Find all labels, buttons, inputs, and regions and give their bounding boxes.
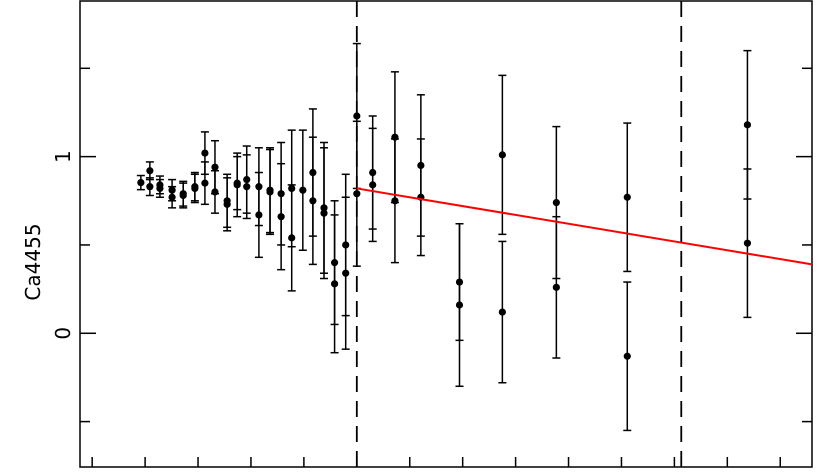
data-point bbox=[137, 178, 145, 187]
data-point bbox=[552, 198, 560, 207]
data-point bbox=[201, 149, 209, 157]
data-point bbox=[191, 183, 199, 191]
data-point bbox=[391, 197, 399, 205]
data-point bbox=[211, 163, 219, 171]
data-point bbox=[309, 197, 317, 205]
data-point bbox=[552, 283, 560, 291]
data-point bbox=[266, 188, 274, 196]
plot-frame bbox=[79, 0, 813, 468]
data-point bbox=[743, 239, 752, 247]
data-point bbox=[369, 181, 377, 189]
data-point bbox=[299, 186, 307, 194]
data-point bbox=[623, 193, 631, 201]
fit-line bbox=[356, 187, 813, 266]
data-point bbox=[455, 301, 464, 309]
data-point bbox=[211, 188, 219, 196]
data-point bbox=[201, 179, 209, 187]
y-tick-label: 0 bbox=[51, 327, 75, 340]
data-point bbox=[330, 280, 339, 288]
data-point bbox=[320, 209, 328, 217]
data-point bbox=[623, 352, 631, 360]
data-point bbox=[156, 184, 164, 193]
y-tick-label: 1 bbox=[51, 150, 75, 163]
data-point bbox=[277, 213, 285, 221]
data-point bbox=[353, 112, 361, 120]
data-point bbox=[353, 190, 361, 198]
data-point bbox=[179, 191, 187, 200]
data-point bbox=[233, 179, 241, 187]
data-point bbox=[243, 183, 251, 191]
data-point bbox=[498, 308, 506, 316]
data-point bbox=[342, 269, 350, 277]
data-point bbox=[498, 151, 506, 159]
data-point bbox=[146, 167, 154, 175]
y-axis-label: Ca4455 bbox=[21, 223, 45, 300]
data-point bbox=[223, 200, 231, 208]
data-point bbox=[146, 183, 154, 191]
data-point bbox=[743, 121, 752, 129]
data-point bbox=[288, 234, 296, 242]
data-point bbox=[168, 193, 176, 201]
data-point bbox=[255, 211, 263, 219]
